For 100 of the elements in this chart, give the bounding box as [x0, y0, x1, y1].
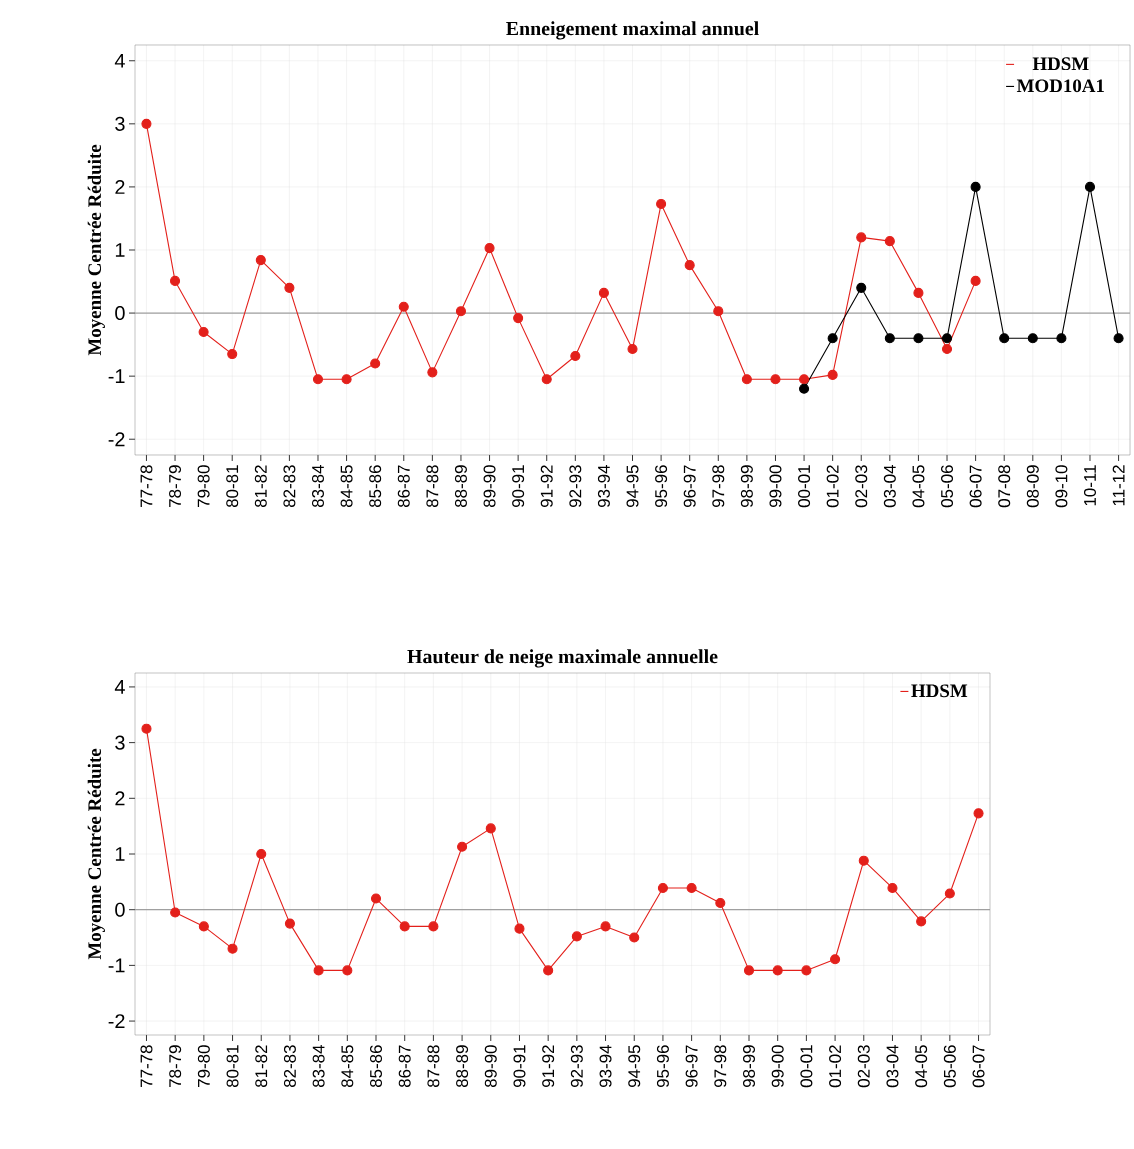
- point: [684, 260, 695, 271]
- point: [856, 282, 867, 293]
- point: [1027, 333, 1038, 344]
- point: [514, 923, 525, 934]
- x-tick-label: 92-93: [570, 1045, 583, 1088]
- point: [941, 343, 953, 355]
- point: [170, 907, 181, 918]
- x-tick-label: 00-01: [798, 465, 811, 508]
- point: [884, 236, 895, 247]
- point: [913, 333, 924, 344]
- x-tick-label: 99-00: [771, 1045, 784, 1088]
- x-tick-label: 92-93: [569, 465, 582, 508]
- x-tick-label: 03-04: [883, 465, 896, 508]
- point: [570, 350, 581, 362]
- point: [799, 374, 810, 385]
- x-tick-label: 00-01: [800, 1045, 813, 1088]
- y-tick-label: 3: [115, 116, 125, 131]
- point: [399, 921, 410, 932]
- legend-label: HDSM: [911, 684, 968, 698]
- x-tick-label: 01-02: [829, 1045, 842, 1088]
- x-tick-label: 88-89: [456, 1045, 469, 1088]
- point: [198, 921, 209, 932]
- y-tick-label: 4: [114, 680, 125, 694]
- y-tick-label: 1: [115, 847, 125, 861]
- point: [856, 232, 867, 243]
- x-tick-label: 94-95: [626, 465, 639, 508]
- point: [541, 374, 552, 385]
- point: [1113, 333, 1124, 344]
- y-tick-label: -2: [108, 1014, 125, 1029]
- point: [801, 965, 812, 976]
- point: [772, 965, 783, 976]
- x-tick-label: 91-92: [542, 1045, 555, 1088]
- point: [427, 367, 438, 378]
- chart-title: Enneigement maximal annuel: [506, 21, 759, 40]
- point: [1084, 181, 1096, 192]
- point: [227, 349, 238, 360]
- x-tick-label: 81-82: [254, 465, 267, 508]
- x-tick-label: 96-97: [685, 1045, 698, 1088]
- point: [398, 301, 409, 312]
- point: [457, 841, 468, 852]
- point: [913, 287, 924, 298]
- x-tick-label: 94-95: [628, 1045, 641, 1088]
- point: [887, 882, 898, 894]
- x-tick-label: 80-81: [226, 1045, 239, 1088]
- point: [484, 243, 495, 254]
- x-tick-label: 84-85: [340, 465, 353, 508]
- x-tick-label: 78-79: [169, 465, 182, 507]
- point: [543, 965, 554, 976]
- point: [571, 931, 582, 942]
- x-tick-label: 97-98: [714, 1045, 727, 1088]
- point: [169, 275, 181, 286]
- point: [598, 287, 609, 298]
- x-tick-label: 09-10: [1055, 465, 1068, 508]
- point: [255, 255, 266, 266]
- point: [657, 882, 668, 894]
- x-tick-label: 80-81: [226, 465, 239, 508]
- point: [256, 848, 267, 860]
- x-tick-label: 88-89: [454, 465, 467, 508]
- y-axis-title: Moyenne Centrée Réduite: [87, 748, 105, 960]
- point: [341, 374, 352, 385]
- point: [428, 921, 439, 932]
- y-tick-label: -2: [108, 432, 125, 447]
- point: [713, 306, 724, 317]
- y-tick-label: 0: [115, 902, 125, 917]
- point: [827, 333, 838, 344]
- point: [799, 383, 810, 394]
- y-tick-label: -1: [108, 958, 125, 973]
- point: [284, 918, 295, 929]
- legend-label: HDSM: [1032, 57, 1089, 71]
- x-tick-label: 83-84: [311, 465, 324, 508]
- x-tick-label: 79-80: [197, 1045, 210, 1087]
- x-tick-label: 78-79: [169, 1045, 182, 1087]
- point: [970, 275, 981, 286]
- point: [513, 313, 524, 324]
- x-tick-label: 90-91: [512, 465, 525, 508]
- y-tick-label: 2: [115, 179, 125, 194]
- point: [370, 358, 381, 369]
- x-tick-label: 84-85: [341, 1045, 354, 1088]
- point: [141, 723, 152, 734]
- point: [916, 916, 927, 927]
- x-tick-label: 90-91: [513, 1045, 526, 1088]
- point: [342, 965, 353, 976]
- point: [884, 333, 895, 344]
- x-tick-label: 77-78: [140, 465, 153, 507]
- x-tick-label: 89-90: [484, 1045, 497, 1088]
- point: [741, 374, 752, 385]
- y-tick-label: -1: [108, 369, 125, 383]
- x-tick-label: 07-08: [998, 465, 1011, 508]
- x-tick-label: 03-04: [886, 1045, 899, 1088]
- point: [944, 888, 955, 899]
- point: [284, 282, 295, 293]
- x-tick-label: 05-06: [943, 1045, 956, 1088]
- x-tick-label: 87-88: [427, 1045, 440, 1088]
- x-tick-label: 02-03: [855, 465, 868, 508]
- point: [973, 808, 984, 819]
- point: [656, 198, 667, 209]
- x-tick-label: 83-84: [312, 1045, 325, 1088]
- point: [227, 943, 238, 954]
- legend-label: MOD10A1: [1016, 79, 1104, 93]
- x-tick-label: 86-87: [397, 465, 410, 508]
